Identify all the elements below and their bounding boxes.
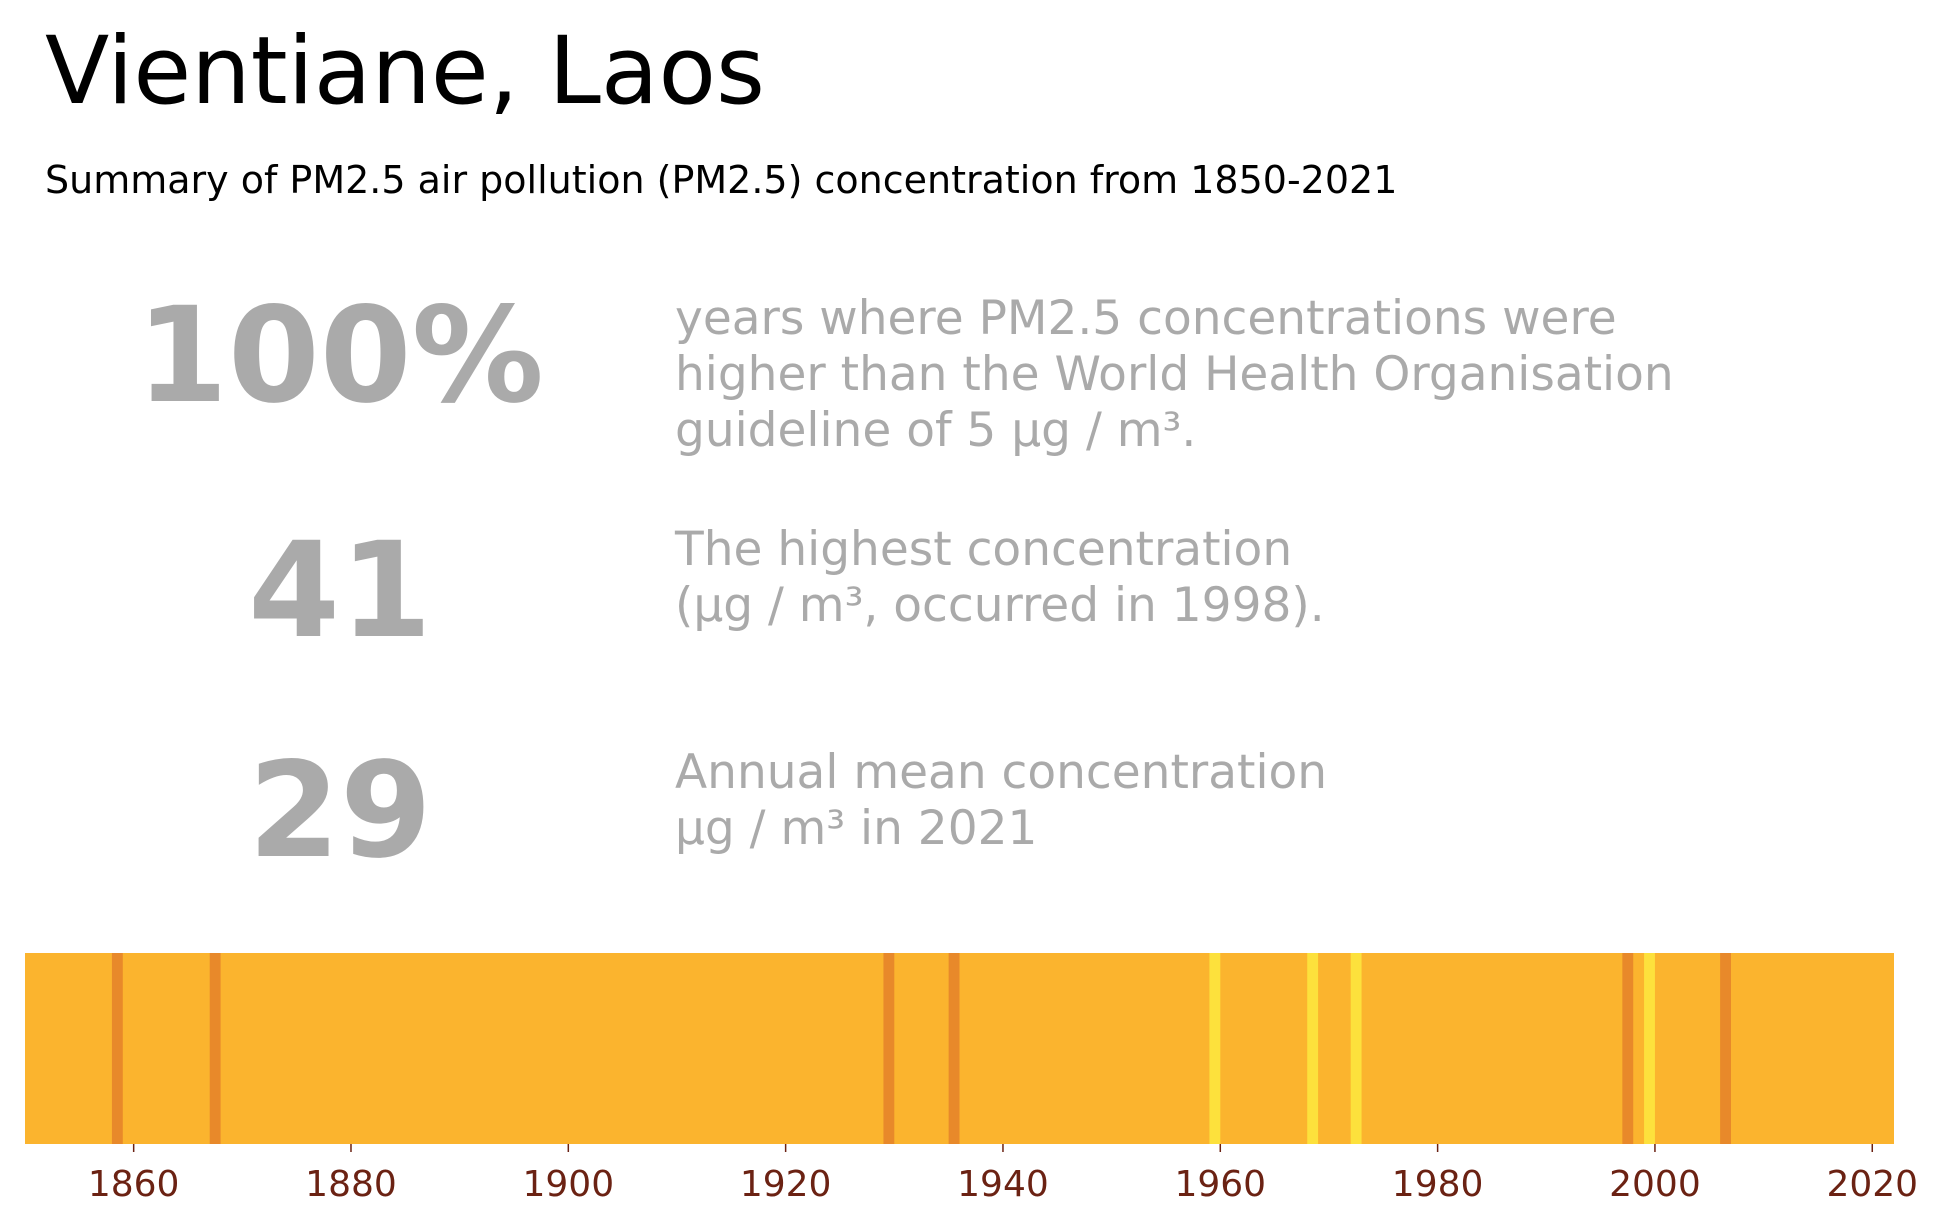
x-tick-label: 1980 — [1392, 1164, 1484, 1205]
x-tick-label: 2020 — [1826, 1164, 1918, 1205]
stat-description-line: Annual mean concentration — [675, 745, 1328, 800]
stat-description-line: guideline of 5 µg / m³. — [675, 403, 1197, 458]
year-stripe-1858 — [111, 953, 123, 1144]
stat-annual-mean-description: Annual mean concentration µg / m³ in 202… — [675, 745, 1327, 857]
year-stripe-2006 — [1720, 953, 1732, 1144]
x-tick-label: 1860 — [88, 1164, 180, 1205]
year-stripe-1959 — [1209, 953, 1221, 1144]
page-title: Vientiane, Laos — [45, 17, 765, 126]
year-stripe-1972 — [1350, 953, 1362, 1144]
stat-percent-exceeding-value: 100% — [136, 279, 544, 433]
page-subtitle: Summary of PM2.5 air pollution (PM2.5) c… — [45, 158, 1398, 202]
stat-description-line: (µg / m³, occurred in 1998). — [675, 578, 1325, 633]
year-stripe-1997 — [1622, 953, 1634, 1144]
year-stripe-1929 — [883, 953, 895, 1144]
x-tick-label: 1940 — [957, 1164, 1049, 1205]
stat-highest-concentration-description: The highest concentration (µg / m³, occu… — [675, 522, 1325, 634]
stat-description-line: µg / m³ in 2021 — [675, 801, 1038, 856]
year-stripe-1999 — [1644, 953, 1655, 1144]
x-tick-label: 1900 — [523, 1164, 615, 1205]
x-tick-label: 1960 — [1174, 1164, 1266, 1205]
year-stripe-1867 — [209, 953, 221, 1144]
stat-annual-mean-value: 29 — [248, 734, 432, 888]
stat-description-line: The highest concentration — [675, 522, 1293, 577]
x-tick-label: 2000 — [1609, 1164, 1701, 1205]
x-tick-label: 1920 — [740, 1164, 832, 1205]
year-stripe-1968 — [1307, 953, 1319, 1144]
year-stripe-1935 — [948, 953, 960, 1144]
stat-description-line: years where PM2.5 concentrations were — [675, 291, 1617, 346]
stat-description-line: higher than the World Health Organisatio… — [675, 347, 1674, 402]
stat-percent-exceeding-description: years where PM2.5 concentrations were hi… — [675, 291, 1674, 459]
x-tick-label: 1880 — [305, 1164, 397, 1205]
stat-highest-concentration-value: 41 — [248, 514, 432, 668]
